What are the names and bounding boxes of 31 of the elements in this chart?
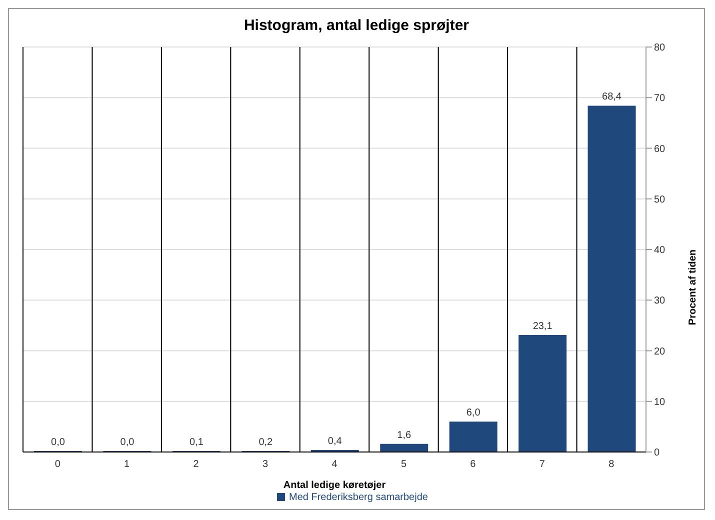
x-tick-label: 2 (193, 459, 200, 470)
data-label: 0,1 (189, 437, 204, 448)
x-tick-label: 8 (608, 459, 615, 470)
data-label: 68,4 (602, 92, 622, 103)
y-tick-label: 10 (654, 396, 666, 408)
x-tick-label: 3 (262, 459, 268, 470)
x-tick-label: 0 (54, 459, 61, 470)
data-label: 0,4 (328, 436, 342, 447)
data-label: 23,1 (532, 321, 553, 332)
chart-title: Histogram, antal ledige sprøjter (242, 16, 470, 36)
y-axis-title: Procent af tiden (688, 250, 699, 326)
data-label: 0,0 (120, 437, 135, 448)
y-tick-label: 40 (654, 245, 666, 256)
y-tick-label: 60 (654, 144, 666, 155)
x-axis-title: Antal ledige køretøjer (283, 480, 386, 491)
x-tick-label: 5 (400, 459, 407, 470)
data-label: 1,6 (397, 430, 412, 441)
legend-label: Med Frederiksberg samarbejde (289, 492, 428, 503)
x-tick-label: 1 (124, 459, 130, 470)
data-label: 0,0 (51, 437, 66, 448)
y-tick-label: 20 (654, 346, 666, 358)
x-tick-label: 4 (332, 459, 338, 470)
x-tick-label: 7 (539, 459, 546, 470)
y-tick-label: 30 (654, 296, 666, 307)
y-tick-label: 80 (654, 42, 666, 54)
y-tick-label: 0 (654, 448, 660, 459)
data-label: 0,2 (258, 436, 274, 448)
y-tick-label: 50 (654, 194, 666, 206)
y-tick-label: 70 (654, 93, 666, 104)
data-label: 6,0 (466, 408, 481, 419)
x-tick-label: 6 (470, 459, 476, 470)
